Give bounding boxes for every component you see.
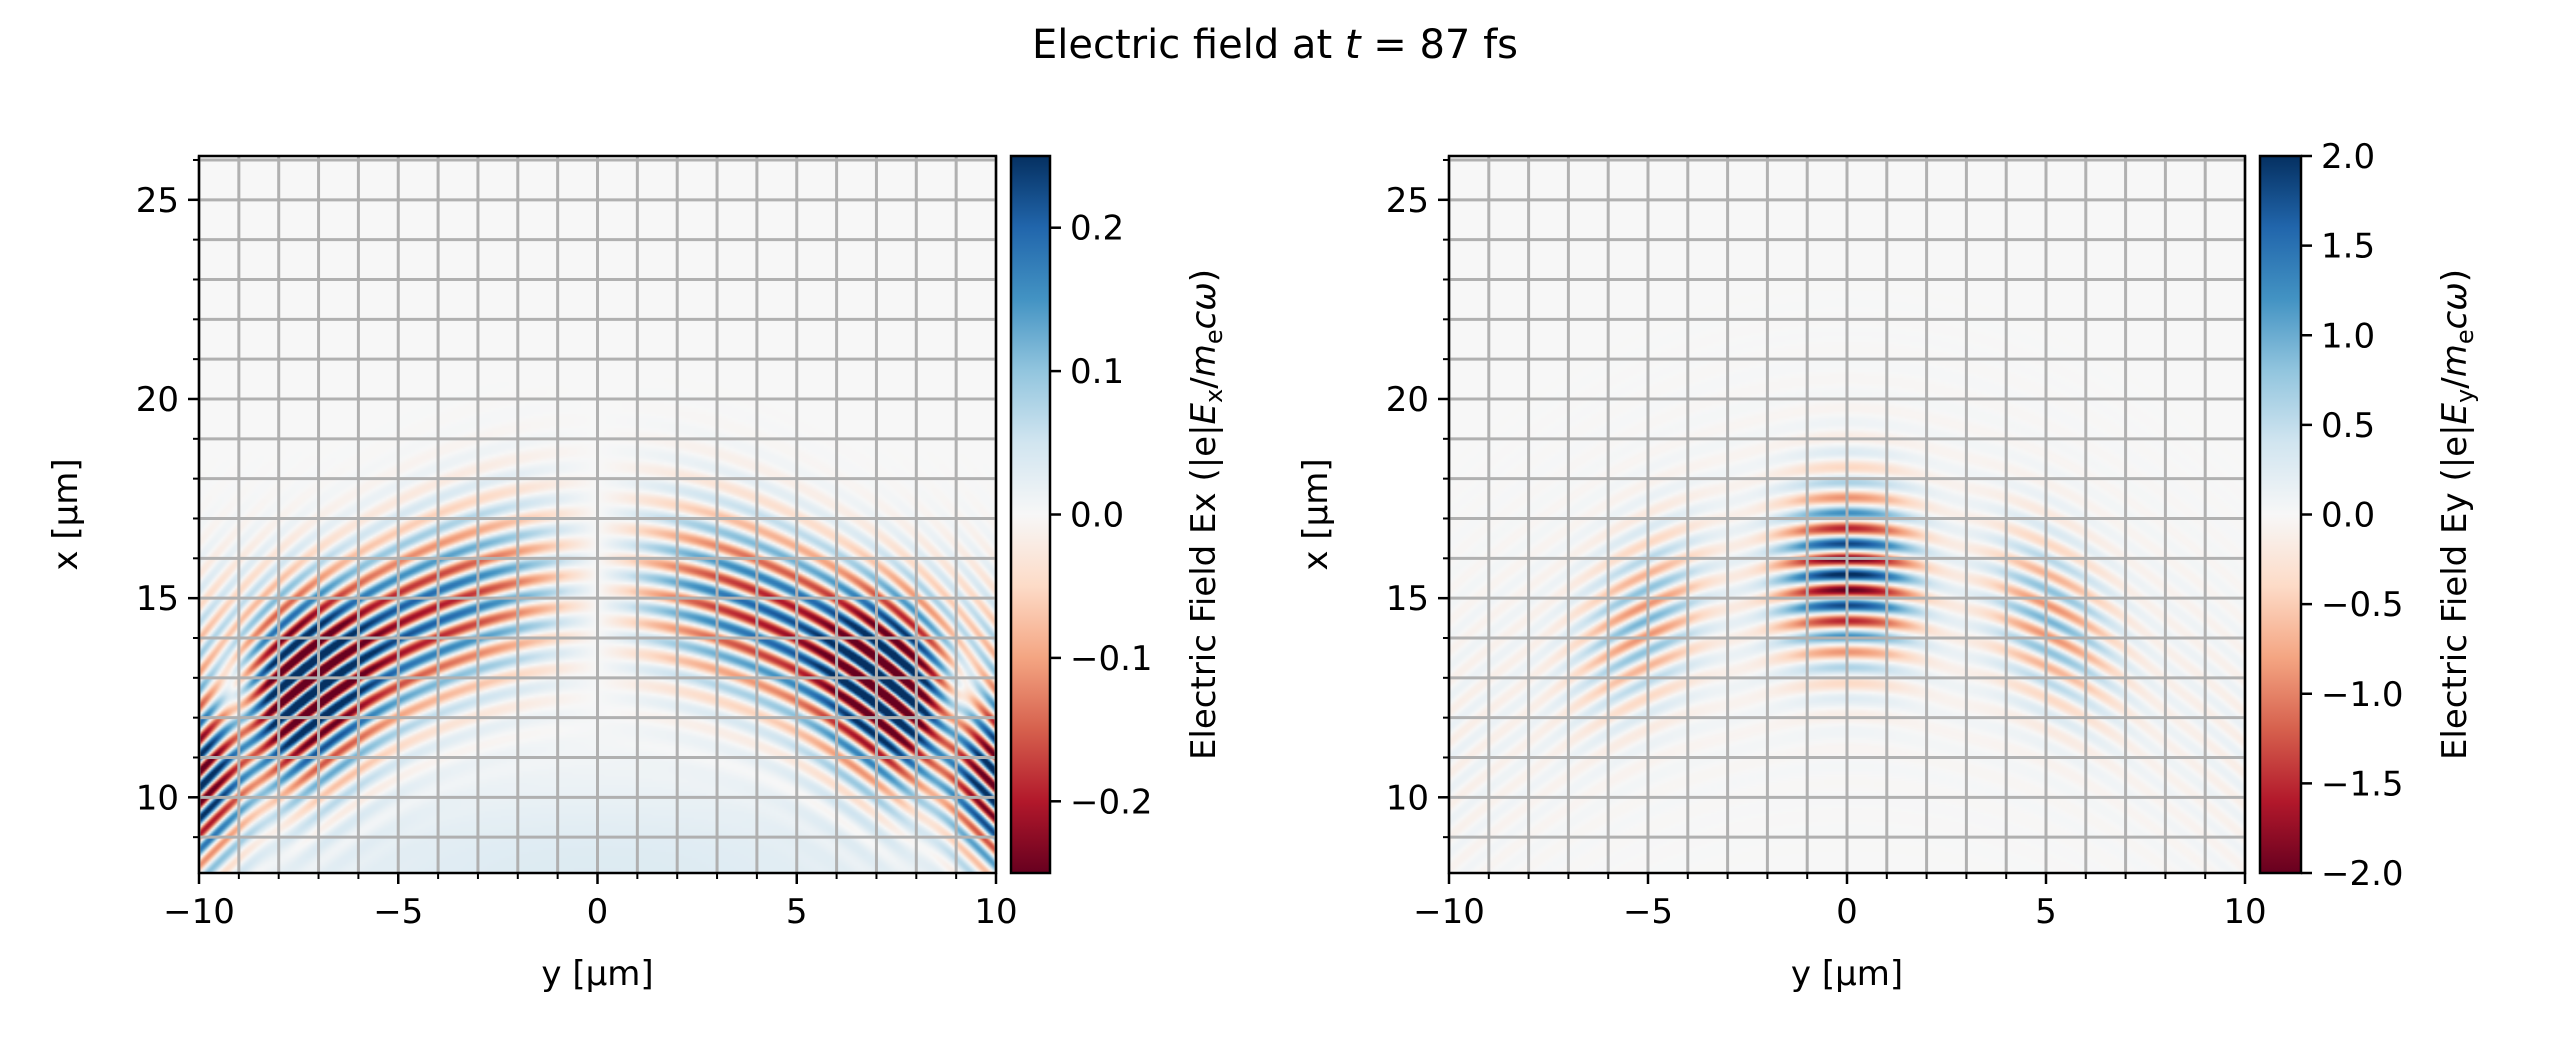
y-tick-label: 10 — [1386, 778, 1429, 818]
panel-ey: −10 −5 0 5 10 10 15 20 25 y [µm] x [µm] 2.0 1.5 1.0 0.… — [1296, 137, 2479, 994]
colorbar-label-end: ) — [2435, 269, 2475, 282]
colorbar-label-var: m — [2435, 344, 2475, 377]
colorbar-ex — [1009, 154, 1052, 875]
colorbar-tick-label: −1.5 — [2321, 764, 2404, 804]
colorbar-label-var: E — [1184, 402, 1224, 424]
colorbar-tick-label: −0.2 — [1070, 782, 1153, 822]
colorbar-label-slash: / — [1184, 377, 1224, 389]
colorbar-label-end: ) — [1184, 269, 1224, 282]
colorbar-tick-label: 0.0 — [2321, 496, 2375, 536]
colorbar-tick-label: 1.5 — [2321, 227, 2375, 267]
colorbar-label: Electric Field Ey (|e|Ey/mecω) — [2435, 269, 2479, 760]
colorbar-label: Electric Field Ex (|e|Ex/mecω) — [1184, 269, 1228, 760]
colorbar-label-var: E — [2435, 402, 2475, 424]
x-axis-label: y [µm] — [541, 954, 653, 994]
y-tick-label: 20 — [1386, 380, 1429, 420]
colorbar-label-sub: e — [2451, 329, 2479, 344]
y-tick-label: 25 — [136, 181, 179, 221]
colorbar-tick-label: 0.2 — [1070, 209, 1124, 249]
colorbar-tick-label: −0.1 — [1070, 639, 1153, 679]
colorbar-tick-label: 1.0 — [2321, 316, 2375, 356]
y-tick-label: 15 — [1386, 579, 1429, 619]
y-tick-label: 10 — [136, 778, 179, 818]
figure-title: Electric field at t = 87 fs — [1032, 22, 1518, 68]
colorbar-label-var: cω — [1184, 282, 1224, 329]
colorbar-label-slash: / — [2435, 377, 2475, 389]
colorbar-label-text: Electric Field Ex (|e| — [1184, 424, 1224, 760]
y-tick-label: 15 — [136, 579, 179, 619]
x-axis-label: y [µm] — [1791, 954, 1903, 994]
colorbar-tick-label: 2.0 — [2321, 137, 2375, 177]
colorbar-label-text: Electric Field Ey (|e| — [2435, 424, 2475, 760]
y-tick-label: 20 — [136, 380, 179, 420]
x-tick-label: 10 — [2223, 892, 2266, 932]
x-tick-label: 5 — [786, 892, 808, 932]
x-tick-label: 0 — [1836, 892, 1858, 932]
colorbar-label-sub: x — [1200, 389, 1228, 403]
colorbar-tick-label: −1.0 — [2321, 675, 2404, 715]
colorbar-tick-label: 0.5 — [2321, 406, 2375, 446]
x-tick-label: 5 — [2035, 892, 2057, 932]
grid — [197, 156, 998, 873]
panel-ex: −10 −5 0 5 10 10 15 20 25 y [µm] x [µm] 0.2 0.1 0.0 −0… — [46, 154, 1228, 994]
x-tick-label: 0 — [587, 892, 609, 932]
x-tick-label: −10 — [163, 892, 235, 932]
x-tick-label: −10 — [1413, 892, 1485, 932]
grid — [1447, 156, 2247, 873]
colorbar-label-var: m — [1184, 344, 1224, 377]
x-tick-label: 10 — [974, 892, 1017, 932]
y-axis-label: x [µm] — [46, 458, 86, 570]
colorbar-ey — [2258, 154, 2303, 875]
colorbar-label-var: cω — [2435, 282, 2475, 329]
colorbar-label-sub: e — [1200, 329, 1228, 344]
colorbar-label-sub: y — [2451, 389, 2479, 403]
y-tick-label: 25 — [1386, 181, 1429, 221]
colorbar-tick-label: 0.1 — [1070, 352, 1124, 392]
colorbar-tick-label: −2.0 — [2321, 854, 2404, 894]
x-tick-label: −5 — [373, 892, 423, 932]
x-tick-label: −5 — [1623, 892, 1673, 932]
colorbar-tick-label: −0.5 — [2321, 585, 2404, 625]
colorbar-tick-label: 0.0 — [1070, 496, 1124, 536]
y-axis-label: x [µm] — [1296, 458, 1336, 570]
